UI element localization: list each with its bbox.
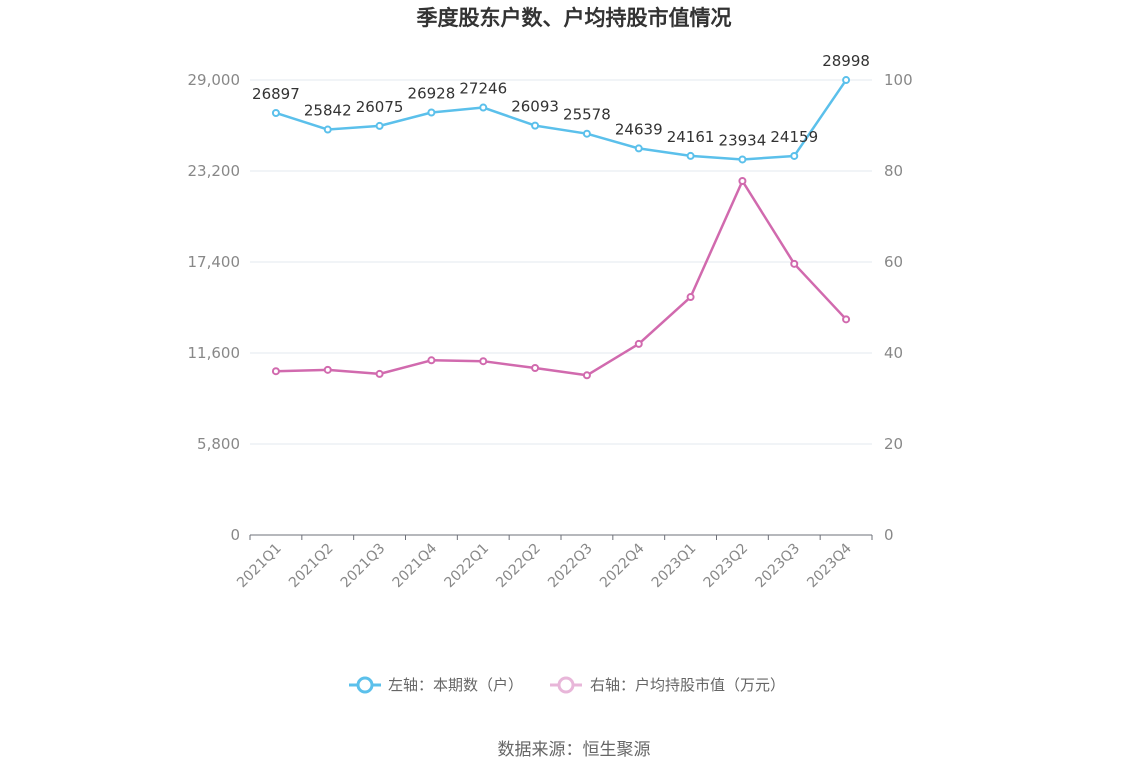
- legend[interactable]: 左轴：本期数（户） 右轴：户均持股市值（万元）: [349, 676, 785, 694]
- x-axis-tick-label: 2022Q2: [493, 541, 544, 592]
- data-point-left[interactable]: [427, 108, 436, 117]
- data-label: 25842: [304, 102, 352, 120]
- series-line-right: [275, 179, 847, 377]
- left-axis-tick-label: 17,400: [188, 253, 241, 271]
- data-label: 24161: [667, 128, 715, 146]
- x-axis-tick-label: 2022Q3: [545, 541, 596, 592]
- legend-marker-right: [557, 676, 575, 694]
- right-axis-tick-label: 40: [884, 344, 903, 362]
- data-point-right[interactable]: [323, 365, 332, 374]
- x-axis-tick-label: 2022Q1: [441, 541, 492, 592]
- x-axis-tick-label: 2022Q4: [597, 540, 648, 591]
- data-point-left[interactable]: [479, 103, 488, 112]
- data-label: 26897: [252, 85, 300, 103]
- data-point-left[interactable]: [738, 155, 747, 164]
- data-label: 28998: [822, 52, 870, 70]
- data-point-right[interactable]: [427, 356, 436, 365]
- series-line-left: [275, 79, 848, 161]
- data-point-right[interactable]: [479, 357, 488, 366]
- left-axis-tick-label: 5,800: [197, 435, 240, 453]
- x-axis-tick-label: 2023Q2: [701, 541, 752, 592]
- data-point-right[interactable]: [271, 367, 280, 376]
- x-axis-tick-label: 2021Q3: [338, 541, 389, 592]
- x-axis-tick-label: 2021Q2: [286, 541, 337, 592]
- data-point-right[interactable]: [842, 315, 851, 324]
- right-axis-tick-label: 0: [884, 526, 894, 544]
- right-axis-tick-label: 20: [884, 435, 903, 453]
- data-point-right[interactable]: [375, 369, 384, 378]
- data-point-right[interactable]: [582, 371, 591, 380]
- data-point-left[interactable]: [323, 125, 332, 134]
- data-point-left[interactable]: [271, 108, 280, 117]
- legend-item-left-series[interactable]: 左轴：本期数（户）: [349, 676, 523, 694]
- legend-marker-left: [356, 676, 374, 694]
- data-label: 26075: [356, 98, 404, 116]
- x-axis-tick-label: 2023Q1: [649, 541, 700, 592]
- data-label: 27246: [459, 80, 507, 98]
- data-point-left[interactable]: [634, 144, 643, 153]
- data-point-right[interactable]: [634, 339, 643, 348]
- data-point-left[interactable]: [582, 129, 591, 138]
- source-note: 数据来源：恒生聚源: [498, 740, 651, 760]
- legend-item-right-series[interactable]: 右轴：户均持股市值（万元）: [550, 676, 785, 694]
- data-label: 25578: [563, 106, 611, 124]
- right-axis-tick-label: 100: [884, 71, 913, 89]
- left-axis-tick-label: 11,600: [188, 344, 241, 362]
- x-axis-tick-label: 2021Q1: [234, 541, 285, 592]
- x-axis-tick-label: 2023Q4: [804, 540, 855, 591]
- series-group: [271, 76, 851, 380]
- x-axis-tick-label: 2021Q4: [390, 540, 441, 591]
- data-point-left[interactable]: [686, 151, 695, 160]
- data-label: 24159: [770, 128, 818, 146]
- right-axis-tick-label: 60: [884, 253, 903, 271]
- right-axis-tick-label: 80: [884, 162, 903, 180]
- data-point-left[interactable]: [790, 151, 799, 160]
- data-point-left[interactable]: [375, 121, 384, 130]
- legend-label-right: 右轴：户均持股市值（万元）: [590, 676, 785, 694]
- chart-title: 季度股东户数、户均持股市值情况: [417, 6, 732, 30]
- left-axis-tick-label: 0: [230, 526, 240, 544]
- data-point-left[interactable]: [531, 121, 540, 130]
- data-point-right[interactable]: [790, 259, 799, 268]
- data-point-left[interactable]: [842, 76, 851, 85]
- data-point-right[interactable]: [531, 364, 540, 373]
- grid-lines: [250, 79, 872, 445]
- data-label: 24639: [615, 120, 663, 138]
- axes: 0 5,800 11,600 17,400 23,200 29,000 0 20 40 60 80 1…: [188, 71, 913, 591]
- data-label: 23934: [719, 131, 767, 149]
- legend-label-left: 左轴：本期数（户）: [388, 676, 523, 694]
- left-axis-tick-label: 29,000: [188, 71, 241, 89]
- data-label: 26928: [408, 85, 456, 103]
- data-point-right[interactable]: [738, 177, 747, 186]
- x-axis-tick-label: 2023Q3: [752, 541, 803, 592]
- left-axis-tick-label: 23,200: [188, 162, 241, 180]
- data-label: 26093: [511, 98, 559, 116]
- data-point-right[interactable]: [686, 293, 695, 302]
